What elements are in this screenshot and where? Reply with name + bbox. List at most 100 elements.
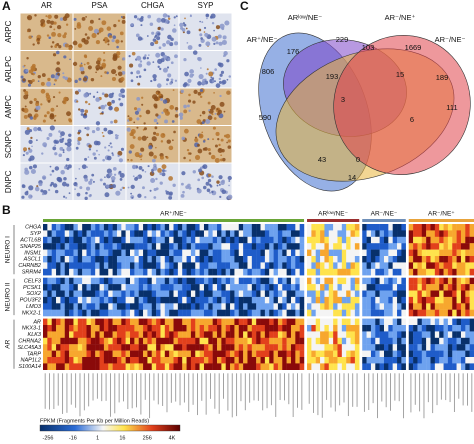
heatmap-cell [143, 236, 148, 244]
heatmap-cell [333, 344, 338, 351]
heatmap-cell [143, 243, 148, 250]
heatmap-cell [225, 262, 231, 269]
heatmap-cell [147, 290, 152, 298]
gene-label: NKX2-1 [22, 310, 41, 316]
heatmap-cell [251, 243, 257, 250]
heatmap-cell [47, 309, 52, 317]
heatmap-cell [238, 256, 244, 263]
heatmap-cell [366, 331, 372, 338]
heatmap-cell [116, 350, 122, 358]
heatmap-cell [64, 236, 70, 244]
heatmap-cell [195, 296, 200, 304]
ihc-cell [47, 14, 52, 19]
heatmap-cell [125, 344, 131, 351]
heatmap-cell [456, 337, 462, 345]
heatmap-cell [439, 290, 444, 298]
ihc-cell [215, 25, 221, 30]
heatmap-cell [469, 277, 474, 285]
heatmap-cell [151, 318, 157, 326]
ihc-cell [227, 175, 232, 181]
ihc-cell [131, 196, 134, 199]
heatmap-cell [125, 309, 131, 317]
heatmap-cell [103, 243, 109, 250]
heatmap-cell [426, 318, 431, 326]
heatmap-cell [375, 243, 380, 250]
ihc-cell [142, 186, 145, 190]
ihc-cell [115, 136, 119, 140]
heatmap-cell [138, 331, 144, 338]
heatmap-cell [177, 290, 183, 298]
heatmap-cell [426, 236, 431, 244]
heatmap-cell [234, 350, 239, 358]
heatmap-cell [43, 230, 48, 237]
heatmap-cell [156, 363, 161, 370]
heatmap-cell [311, 243, 316, 250]
ihc-cell [206, 68, 209, 71]
heatmap-cell [324, 277, 329, 285]
heatmap-cell [362, 243, 367, 250]
heatmap-cell [388, 296, 393, 304]
ihc-cell [218, 183, 221, 186]
ihc-cell [41, 152, 44, 155]
ihc-cell [201, 176, 205, 180]
ihc-cell [215, 131, 220, 137]
ihc-cell [106, 26, 112, 31]
ihc-cell [102, 59, 106, 62]
heatmap-cell [116, 224, 122, 231]
ihc-cell [27, 16, 30, 19]
heatmap-cell [147, 318, 152, 326]
heatmap-cell [160, 230, 166, 237]
heatmap-cell [256, 249, 261, 257]
heatmap-cell [251, 331, 257, 338]
ihc-cell [133, 15, 138, 19]
heatmap-cell [112, 224, 118, 231]
heatmap-cell [164, 363, 170, 370]
heatmap-cell [147, 262, 152, 269]
heatmap-cell [64, 337, 70, 345]
heatmap-cell [277, 256, 283, 263]
heatmap-cell [77, 337, 83, 345]
heatmap-cell [251, 290, 257, 298]
heatmap-cell [182, 277, 187, 285]
heatmap-cell [388, 325, 393, 332]
heatmap-cell [60, 325, 65, 332]
heatmap-cell [269, 318, 274, 326]
heatmap-cell [69, 309, 74, 317]
heatmap-cell [341, 363, 347, 370]
heatmap-cell [116, 268, 122, 276]
ihc-cell [130, 158, 133, 162]
ihc-cell [104, 40, 108, 44]
heatmap-cell [421, 303, 427, 310]
heatmap-cell [156, 296, 161, 304]
heatmap-cell [260, 268, 266, 276]
heatmap-cell [299, 249, 305, 257]
heatmap-cell [426, 331, 431, 338]
heatmap-cell [95, 331, 100, 338]
heatmap-cell [456, 309, 462, 317]
heatmap-cell [208, 256, 213, 263]
heatmap-cell [269, 290, 274, 298]
heatmap-cell [125, 277, 131, 285]
ihc-cell [133, 121, 136, 124]
ihc-cell [62, 72, 65, 75]
heatmap-cell [69, 224, 74, 231]
heatmap-cell [366, 243, 372, 250]
ihc-cell [199, 33, 203, 37]
heatmap-cell [350, 277, 356, 285]
ihc-cell [162, 67, 168, 73]
heatmap-cell [60, 249, 65, 257]
heatmap-cell [90, 277, 96, 285]
ihc-cell [197, 57, 202, 62]
heatmap-cell [465, 350, 470, 358]
heatmap-cell [379, 344, 385, 351]
heatmap-cell [47, 363, 52, 370]
ihc-cell [91, 173, 95, 177]
heatmap-cell [143, 284, 148, 291]
heatmap-cell [354, 296, 360, 304]
ihc-cell [160, 58, 165, 63]
heatmap-cell [182, 256, 187, 263]
ihc-cell [111, 92, 115, 95]
heatmap-cell [417, 337, 422, 345]
heatmap-cell [397, 230, 402, 237]
heatmap-cell [388, 236, 393, 244]
